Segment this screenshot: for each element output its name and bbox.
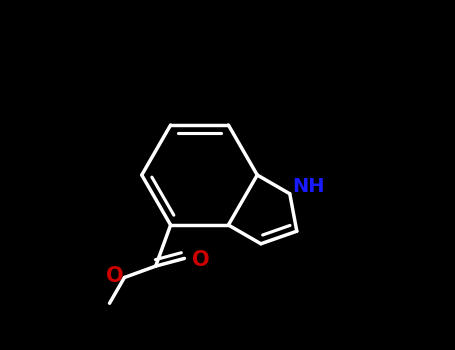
Text: NH: NH (293, 177, 325, 196)
Text: O: O (106, 266, 123, 286)
Text: O: O (192, 250, 209, 270)
